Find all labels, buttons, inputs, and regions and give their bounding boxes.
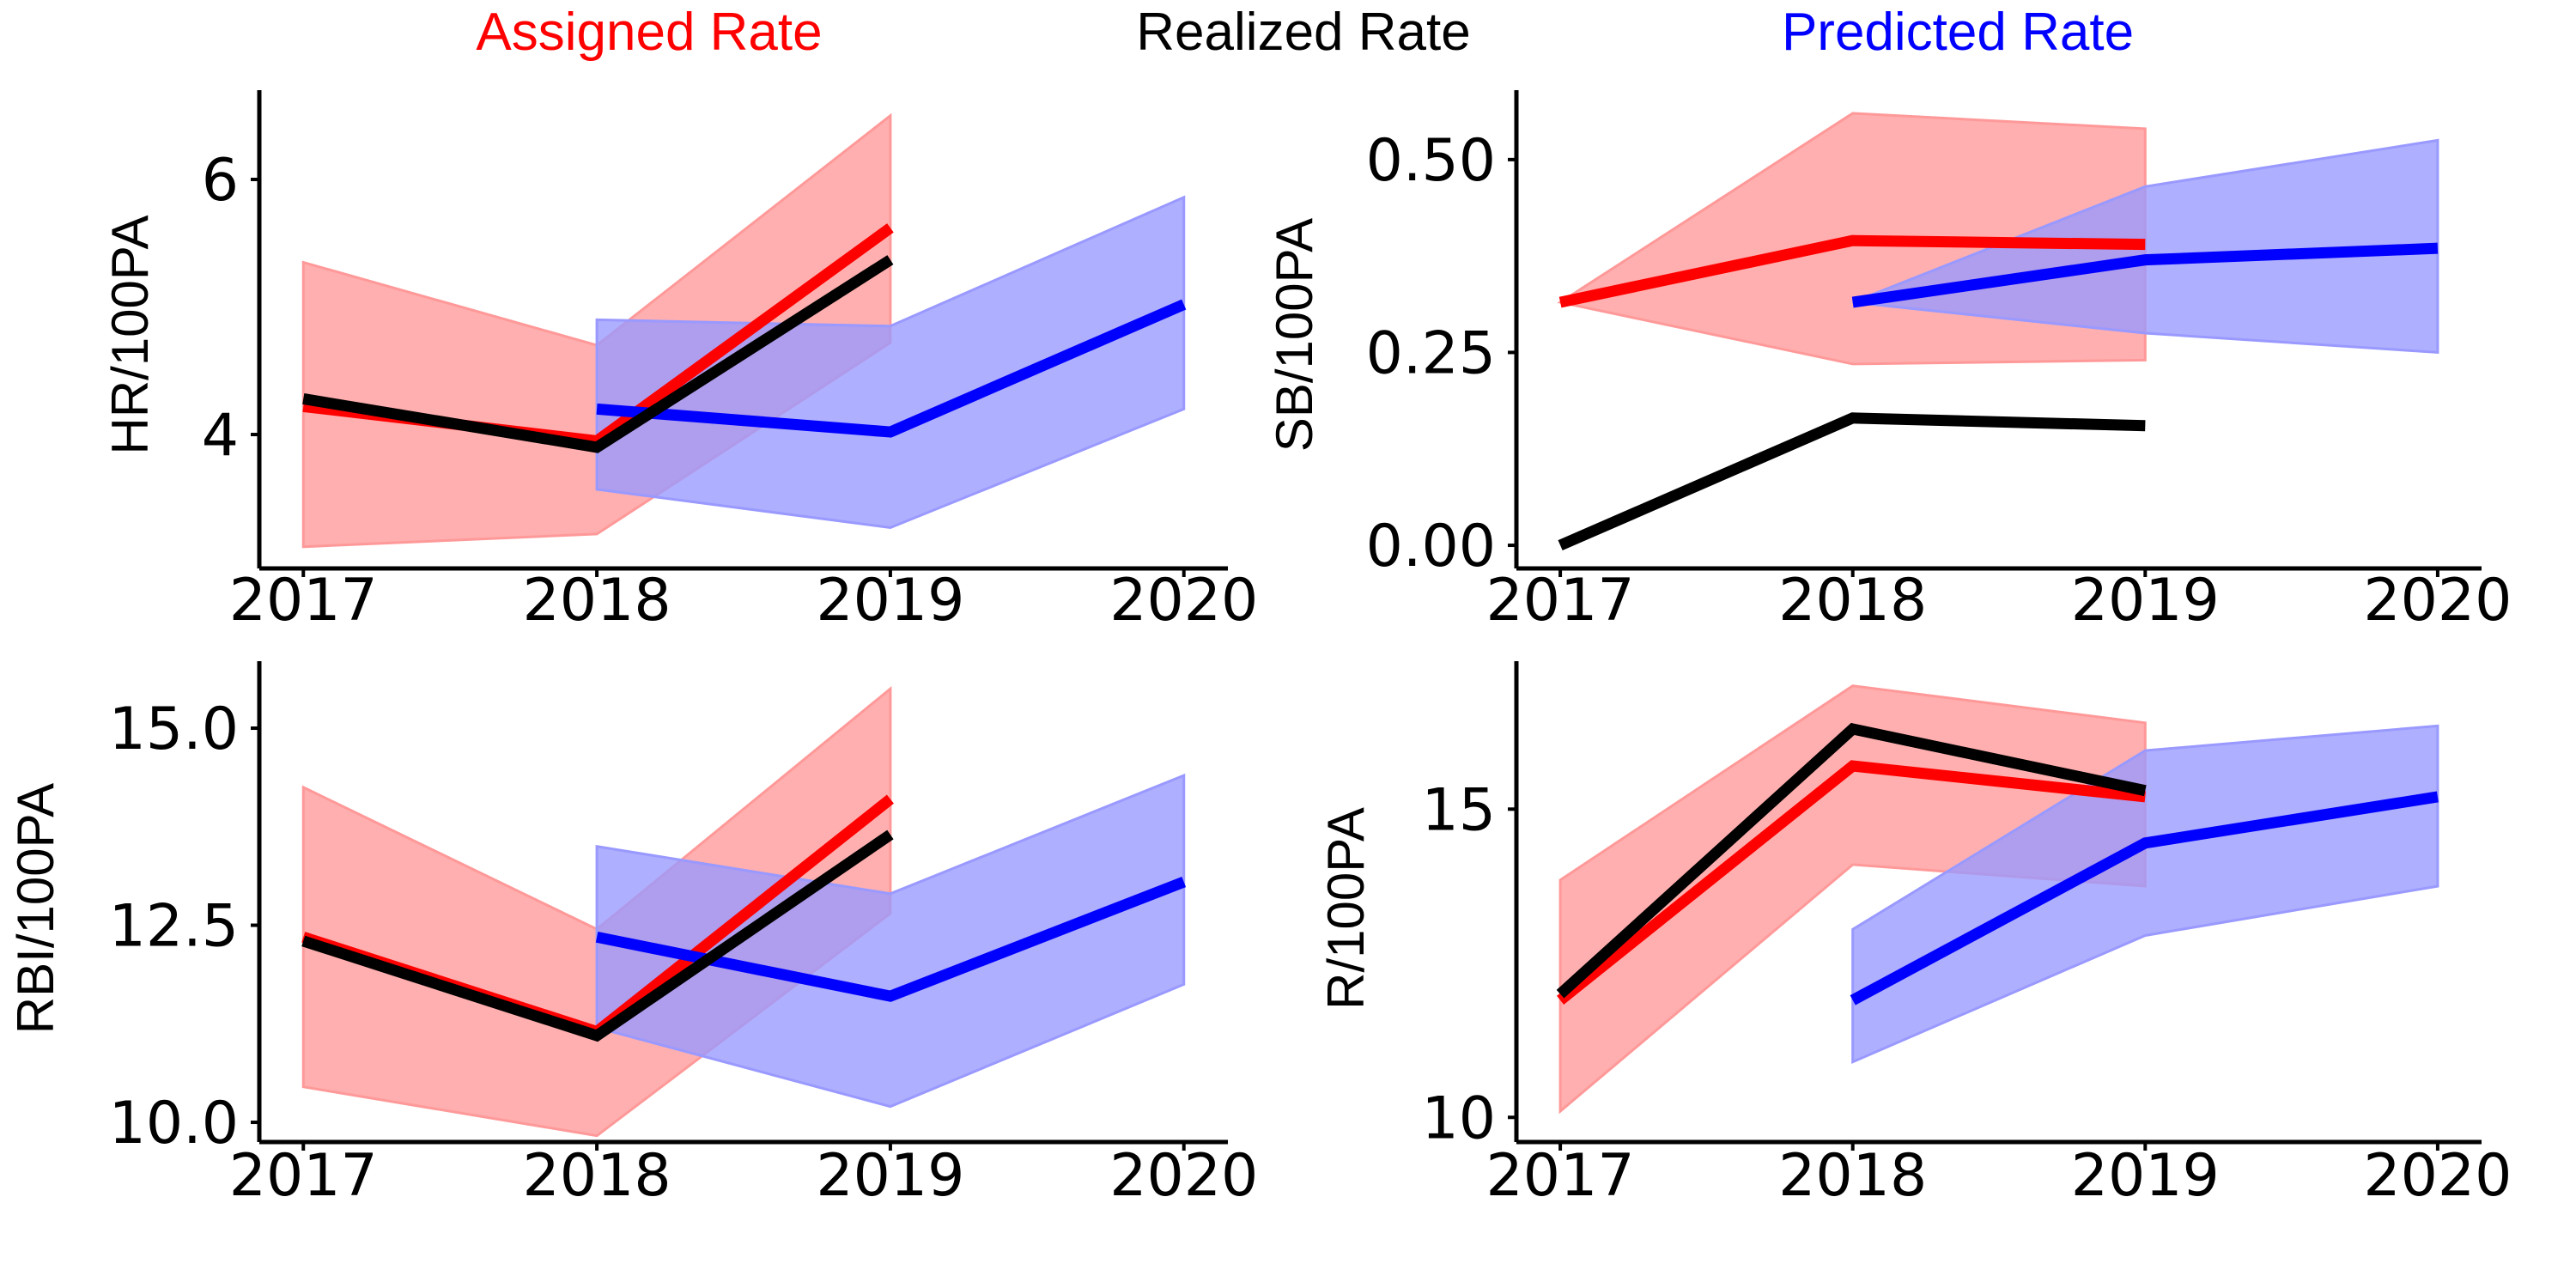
legend-assigned-rate: Assigned Rate — [476, 3, 822, 62]
panel-r-100pa: 2017 2018 2019 2020 10 15 R/100PA — [1317, 661, 2512, 1210]
x-tick-label: 2018 — [523, 1142, 671, 1210]
band-predicted-rate — [1851, 724, 2439, 1064]
x-tick-label: 2017 — [1486, 567, 1635, 635]
line-realized-rate — [1556, 722, 2147, 999]
panel-hr-100pa: 2017 2018 2019 2020 4 6 HR/100PA — [101, 90, 1258, 635]
legend: Assigned Rate Realized Rate Predicted Ra… — [476, 3, 2134, 62]
x-tick-label: 2018 — [523, 567, 671, 635]
legend-predicted-rate: Predicted Rate — [1782, 3, 2134, 62]
x-tick-label: 2020 — [2363, 1142, 2512, 1210]
y-axis-label: RBI/100PA — [7, 783, 64, 1034]
line-predicted-rate — [1851, 242, 2439, 308]
x-tick-label: 2017 — [229, 1142, 378, 1210]
y-axis-label: SB/100PA — [1266, 218, 1323, 452]
x-tick-label: 2019 — [2071, 567, 2220, 635]
y-tick-label: 0.25 — [1366, 319, 1496, 387]
x-tick-label: 2020 — [1109, 1142, 1258, 1210]
band-predicted-rate — [1852, 138, 2439, 355]
x-tick-label: 2017 — [1486, 1142, 1635, 1210]
y-tick-label: 10.0 — [109, 1090, 239, 1157]
line-realized-rate — [301, 829, 894, 1042]
y-tick-label: 12.5 — [109, 893, 239, 961]
y-tick-label: 0.00 — [1366, 513, 1496, 580]
panel-rbi-100pa: 2017 2018 2019 2020 10.0 12.5 15.0 RBI/100PA — [7, 661, 1258, 1210]
legend-realized-rate: Realized Rate — [1136, 3, 1470, 62]
x-tick-label: 2019 — [816, 567, 964, 635]
x-tick-label: 2017 — [229, 567, 378, 635]
line-predicted-rate — [596, 299, 1187, 438]
y-tick-label: 15.0 — [109, 696, 239, 763]
y-tick-label: 10 — [1421, 1084, 1496, 1152]
line-assigned-rate — [1557, 760, 2146, 1005]
y-axis-label: HR/100PA — [101, 215, 159, 454]
x-tick-label: 2018 — [1778, 1142, 1927, 1210]
y-tick-label: 4 — [202, 402, 239, 470]
x-tick-label: 2019 — [2071, 1142, 2220, 1210]
x-tick-label: 2020 — [2363, 567, 2512, 635]
panel-sb-100pa: 2017 2018 2019 2020 0.00 0.25 0.50 SB/100PA — [1266, 90, 2512, 635]
line-predicted-rate — [1850, 791, 2439, 1005]
y-tick-label: 6 — [202, 147, 239, 215]
x-tick-label: 2019 — [816, 1142, 964, 1210]
y-axis-label: R/100PA — [1317, 807, 1375, 1010]
line-realized-rate — [302, 255, 894, 453]
line-predicted-rate — [595, 876, 1187, 1002]
line-assigned-rate — [1558, 234, 2146, 308]
x-tick-label: 2020 — [1109, 567, 1258, 635]
band-predicted-rate — [595, 195, 1186, 530]
y-tick-label: 15 — [1421, 776, 1496, 844]
line-realized-rate — [1558, 412, 2146, 551]
x-tick-label: 2018 — [1778, 567, 1927, 635]
y-tick-label: 0.50 — [1366, 127, 1496, 195]
